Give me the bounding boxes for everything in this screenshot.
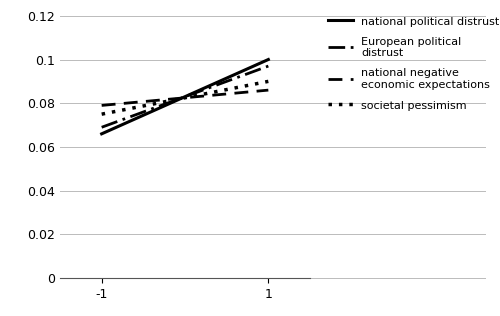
Legend: national political distrust, European political
distrust, national negative
econ: national political distrust, European po… [328,16,500,111]
